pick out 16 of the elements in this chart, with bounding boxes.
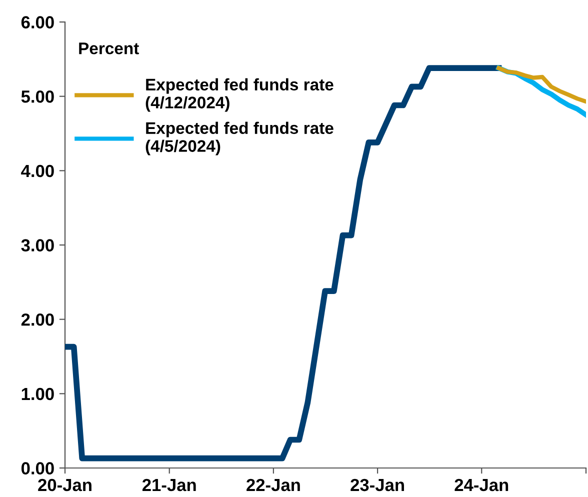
y-axis-title: Percent: [79, 42, 139, 54]
y-tick-label: 2.00: [21, 314, 54, 326]
x-tick-label: 22-Jan: [246, 478, 300, 492]
y-tick-label: 0.00: [21, 462, 54, 474]
x-tick-label: 24-Jan: [454, 478, 508, 492]
y-tick-label: 3.00: [21, 239, 54, 252]
x-tick-label: 21-Jan: [142, 478, 196, 492]
legend-label: Expected fed funds rate (4/12/2024): [146, 78, 334, 112]
y-tick-label: 5.00: [21, 90, 54, 103]
x-tick-label: 23-Jan: [350, 478, 404, 492]
legend-label: Expected fed funds rate (4/5/2024): [146, 122, 334, 156]
y-tick-label: 6.00: [21, 16, 54, 28]
y-tick-label: 1.00: [22, 388, 54, 400]
x-tick-label: 20-Jan: [38, 478, 92, 492]
line-series: [496, 66, 586, 104]
y-tick-label: 4.00: [21, 164, 54, 178]
